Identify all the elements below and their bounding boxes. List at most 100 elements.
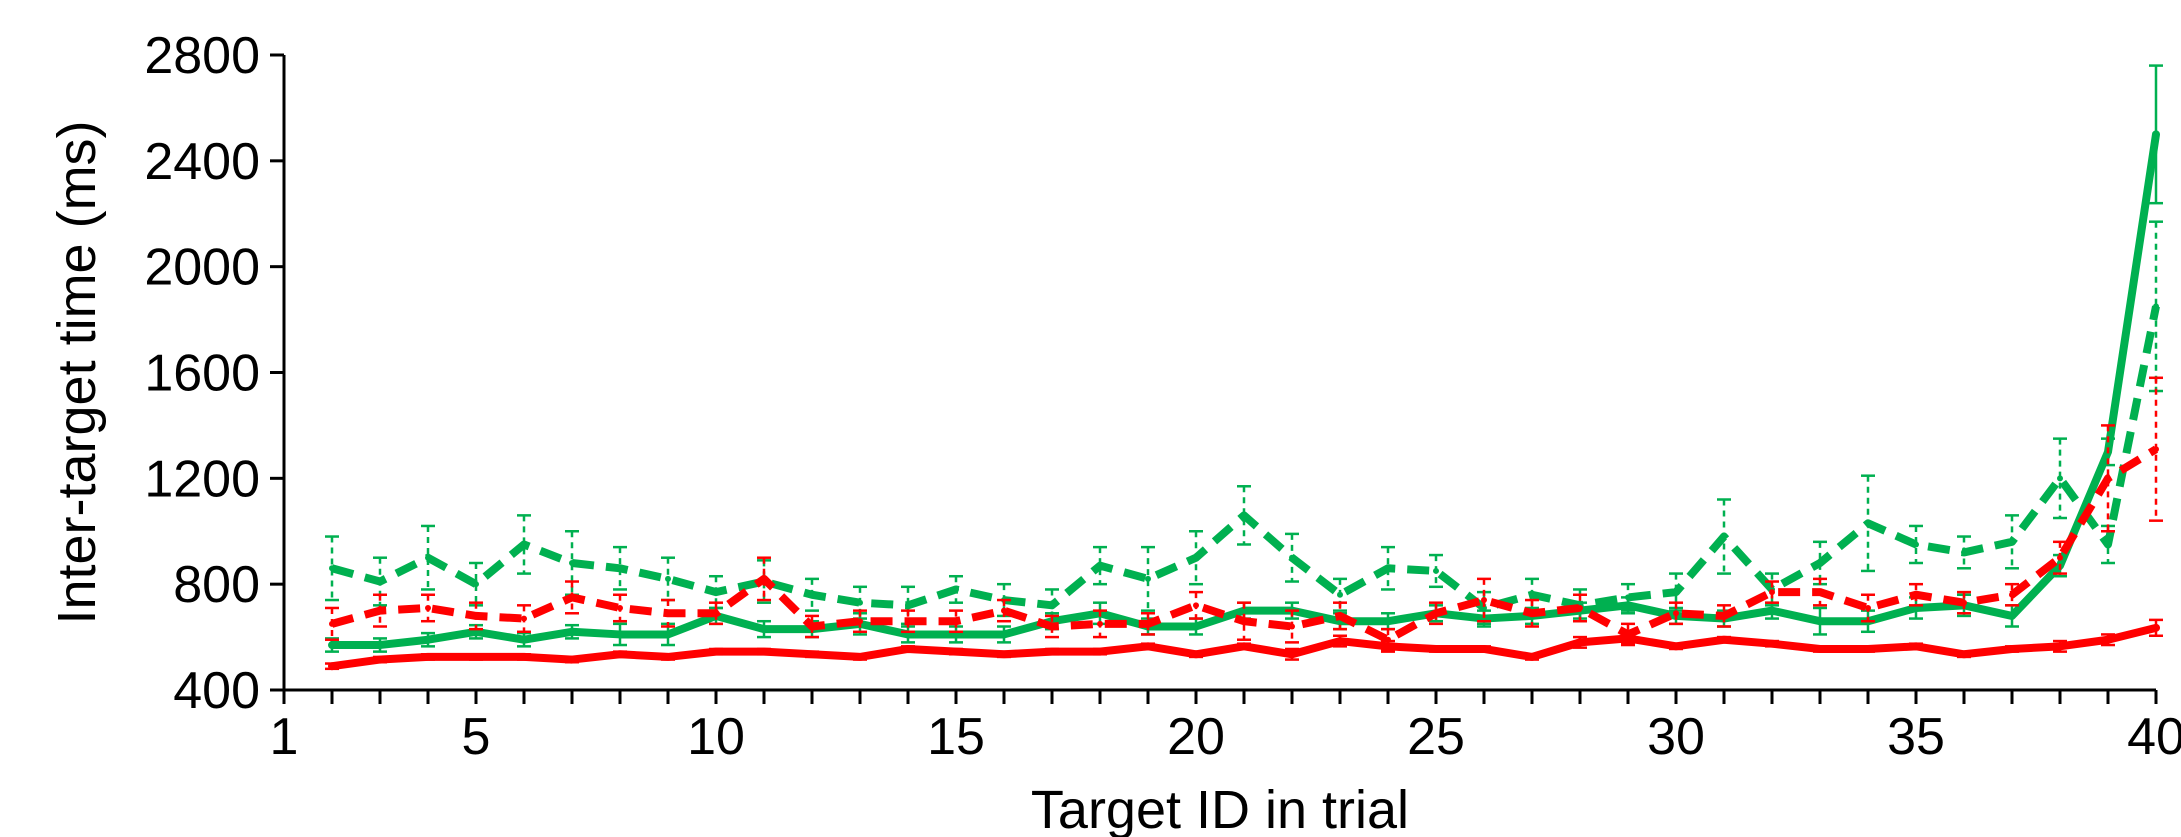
x-tick-label: 20 — [1167, 708, 1225, 766]
data-point — [1145, 620, 1151, 627]
data-point — [761, 648, 767, 655]
y-tick-label: 2000 — [144, 239, 260, 297]
data-point — [1961, 549, 1967, 556]
error-bar — [901, 609, 915, 634]
data-point — [1097, 648, 1103, 655]
error-bar — [1717, 604, 1731, 628]
data-point — [1001, 651, 1007, 658]
data-point — [1145, 643, 1151, 650]
data-point — [2105, 541, 2111, 548]
data-point — [473, 612, 479, 619]
data-point — [1529, 653, 1535, 660]
data-point — [1481, 645, 1487, 652]
error-bar — [853, 609, 867, 634]
error-bar — [1237, 485, 1251, 546]
error-bar — [757, 556, 771, 602]
data-point — [2153, 131, 2159, 138]
error-bar — [709, 601, 723, 626]
error-bar — [1381, 545, 1395, 591]
data-point — [329, 565, 335, 572]
data-point — [1817, 560, 1823, 566]
data-point — [1625, 635, 1631, 642]
data-point — [377, 656, 383, 663]
data-point — [713, 648, 719, 655]
data-point — [1385, 565, 1391, 572]
y-tick-label: 2400 — [144, 133, 260, 191]
data-point — [1961, 651, 1967, 658]
data-point — [2009, 612, 2015, 619]
x-ticks: 1 5 10 15 20 25 30 35 40 — [270, 690, 2181, 766]
data-point — [1529, 591, 1535, 598]
error-bar — [1957, 590, 1971, 615]
data-point — [761, 626, 767, 633]
error-bar — [1429, 601, 1443, 626]
data-point — [569, 628, 575, 635]
data-point — [2057, 554, 2063, 561]
data-point — [329, 642, 335, 649]
data-point — [473, 581, 479, 588]
data-point — [857, 653, 863, 660]
data-point — [329, 620, 335, 627]
data-point — [521, 541, 527, 548]
data-point — [1721, 533, 1727, 540]
error-bar — [325, 535, 339, 602]
data-point — [2009, 645, 2015, 652]
error-bar — [1765, 580, 1779, 604]
data-point — [857, 599, 863, 606]
data-point — [1337, 591, 1343, 598]
data-point — [617, 631, 623, 638]
data-point — [1433, 610, 1439, 617]
error-bar — [1237, 601, 1251, 641]
data-point — [425, 554, 431, 561]
data-point — [1337, 638, 1343, 645]
data-point — [1817, 618, 1823, 625]
error-bar — [1477, 577, 1491, 623]
data-point — [1193, 554, 1199, 561]
data-point — [2153, 624, 2159, 631]
data-point — [1721, 612, 1727, 619]
data-point — [1385, 618, 1391, 625]
data-point — [1577, 604, 1583, 611]
data-point — [377, 578, 383, 585]
data-point — [1241, 643, 1247, 650]
data-point — [953, 618, 959, 625]
data-point — [1145, 575, 1151, 582]
data-point — [425, 636, 431, 643]
error-bar — [1141, 545, 1155, 612]
data-point — [569, 560, 575, 566]
data-point — [2009, 538, 2015, 545]
data-point — [1673, 610, 1679, 617]
data-point — [1865, 520, 1871, 527]
data-point — [809, 591, 815, 598]
data-point — [857, 618, 863, 625]
error-bar — [997, 598, 1011, 623]
data-point — [1289, 623, 1295, 630]
data-point — [425, 604, 431, 611]
error-bar — [2005, 582, 2019, 607]
data-point — [2057, 643, 2063, 650]
data-point — [2153, 446, 2159, 453]
x-tick-label: 5 — [462, 708, 491, 766]
data-point — [1193, 623, 1199, 630]
data-point — [1241, 618, 1247, 625]
error-bar — [805, 614, 819, 639]
data-point — [809, 623, 815, 630]
data-point — [1865, 604, 1871, 611]
data-point — [1289, 651, 1295, 658]
data-point — [761, 575, 767, 582]
error-bar — [1909, 582, 1923, 607]
data-point — [2153, 303, 2159, 310]
data-point — [473, 653, 479, 660]
data-point — [1001, 607, 1007, 614]
data-point — [953, 648, 959, 655]
x-tick-label: 15 — [927, 708, 985, 766]
error-bar — [949, 609, 963, 634]
data-point — [2057, 475, 2063, 482]
data-point — [617, 604, 623, 611]
data-point — [1193, 651, 1199, 658]
data-point — [1625, 602, 1631, 609]
x-tick-label: 30 — [1647, 708, 1705, 766]
data-point — [1097, 562, 1103, 569]
y-tick-label: 1200 — [144, 450, 260, 508]
error-bar — [517, 514, 531, 575]
